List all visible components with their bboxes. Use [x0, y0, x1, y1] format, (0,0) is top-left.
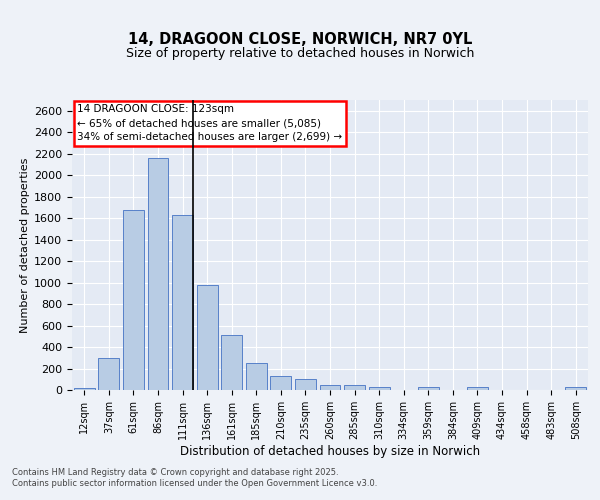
- Text: Size of property relative to detached houses in Norwich: Size of property relative to detached ho…: [126, 48, 474, 60]
- Text: Contains HM Land Registry data © Crown copyright and database right 2025.
Contai: Contains HM Land Registry data © Crown c…: [12, 468, 377, 487]
- Bar: [467, 388, 488, 390]
- Bar: [418, 388, 439, 390]
- Bar: [320, 384, 340, 390]
- Bar: [221, 334, 242, 390]
- Y-axis label: Number of detached properties: Number of detached properties: [20, 158, 30, 332]
- Bar: [172, 215, 193, 390]
- Bar: [98, 358, 119, 390]
- Bar: [271, 376, 292, 390]
- Bar: [565, 388, 586, 390]
- X-axis label: Distribution of detached houses by size in Norwich: Distribution of detached houses by size …: [180, 444, 480, 458]
- Bar: [148, 158, 169, 390]
- Bar: [246, 364, 267, 390]
- Bar: [74, 388, 95, 390]
- Bar: [368, 387, 389, 390]
- Text: 14, DRAGOON CLOSE, NORWICH, NR7 0YL: 14, DRAGOON CLOSE, NORWICH, NR7 0YL: [128, 32, 472, 48]
- Bar: [123, 210, 144, 390]
- Bar: [295, 380, 316, 390]
- Bar: [197, 284, 218, 390]
- Bar: [344, 385, 365, 390]
- Text: 14 DRAGOON CLOSE: 123sqm
← 65% of detached houses are smaller (5,085)
34% of sem: 14 DRAGOON CLOSE: 123sqm ← 65% of detach…: [77, 104, 342, 142]
